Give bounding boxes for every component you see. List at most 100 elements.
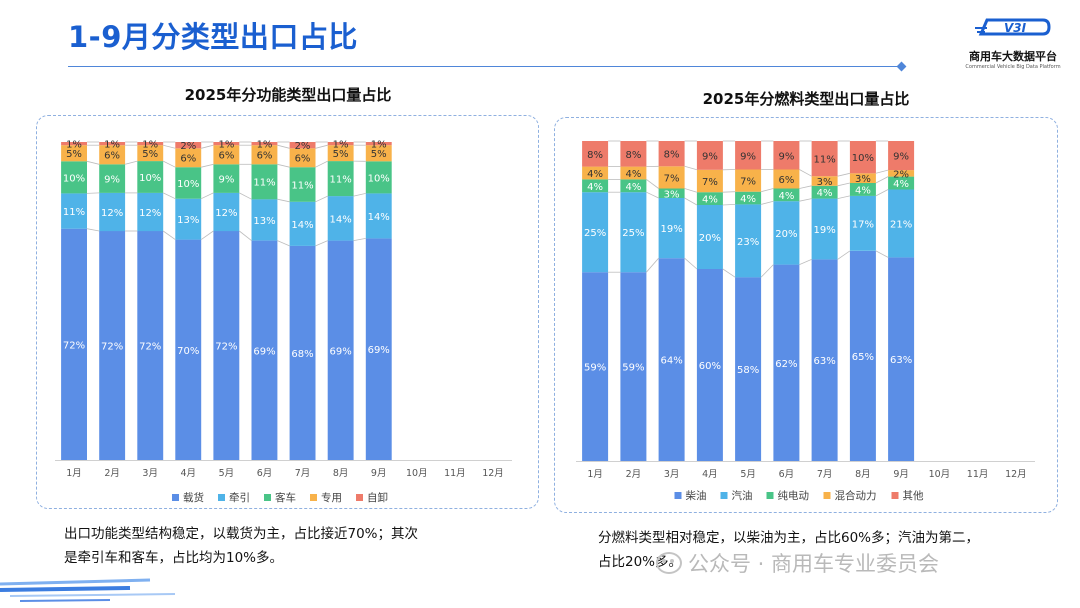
data-label: 4%	[625, 169, 641, 180]
bar-segment	[849, 183, 876, 196]
bar-segment	[658, 198, 685, 259]
data-label: 4%	[702, 195, 718, 206]
chart-panel-function: 72% 11% 10% 5% 1% 1月 72% 12% 9% 6% 1% 2月 72% 12% 10% 5%…	[36, 115, 539, 509]
bar-segment	[175, 239, 202, 460]
bar-segment	[213, 142, 240, 146]
series-connector-line	[875, 176, 889, 184]
data-label: 13%	[177, 215, 199, 226]
data-label: 19%	[660, 224, 682, 235]
bar-segment	[658, 141, 685, 167]
legend-label: 汽油	[732, 489, 753, 502]
bar-segment	[99, 192, 126, 232]
x-tick-label: 7月	[295, 468, 311, 479]
data-label: 5%	[333, 149, 349, 160]
bar-segment	[620, 141, 647, 167]
data-label: 23%	[737, 237, 759, 248]
data-label: 10%	[139, 173, 161, 184]
bar-segment	[735, 169, 762, 192]
x-tick-label: 10月	[929, 469, 951, 480]
bar-segment	[327, 196, 354, 241]
truck-logo-icon: V3I	[975, 18, 1051, 36]
bar-segment	[658, 258, 685, 461]
data-label: 12%	[101, 208, 123, 219]
bar-segment	[696, 205, 723, 269]
bar-segment	[327, 145, 354, 162]
bar-segment	[99, 142, 126, 146]
legend-swatch	[264, 494, 271, 501]
bar-segment	[811, 185, 838, 199]
data-label: 1%	[218, 140, 234, 151]
data-label: 4%	[855, 186, 871, 197]
x-tick-label: 12月	[482, 468, 504, 479]
data-label: 2%	[295, 141, 311, 152]
watermark: 公众号 · 商用车专业委员会	[656, 548, 939, 578]
data-label: 14%	[291, 220, 313, 231]
series-connector-line	[86, 192, 100, 194]
legend-label: 载货	[183, 491, 204, 504]
bar-segment	[811, 259, 838, 461]
bar-segment	[137, 161, 164, 193]
bar-segment	[735, 277, 762, 461]
x-tick-label: 1月	[66, 468, 82, 479]
bar-segment	[620, 166, 647, 180]
series-connector-line	[201, 163, 214, 168]
legend-label: 客车	[275, 491, 296, 504]
x-tick-label: 10月	[406, 468, 428, 479]
bar-segment	[365, 238, 392, 460]
series-connector-line	[799, 259, 812, 265]
data-label: 63%	[813, 356, 835, 367]
series-connector-line	[684, 197, 698, 206]
bar-segment	[849, 173, 876, 183]
data-label: 11%	[63, 207, 85, 218]
bar-segment	[327, 142, 354, 146]
legend-swatch	[823, 492, 831, 499]
stacked-bar-chart-fuel: 59% 25% 4% 4% 8% 1月 59% 25% 4% 4% 8% 2月 64% 19% 3% 7% 8%…	[576, 140, 1035, 502]
bar-segment	[251, 199, 278, 241]
data-label: 69%	[329, 346, 351, 357]
data-label: 25%	[584, 228, 606, 239]
legend-label: 混合动力	[835, 489, 877, 502]
bar-segment	[99, 164, 126, 193]
series-connector-line	[646, 179, 659, 189]
series-connector-line	[875, 250, 889, 258]
x-tick-label: 5月	[740, 469, 756, 480]
bar-segment	[61, 145, 87, 162]
data-label: 3%	[855, 174, 871, 185]
x-tick-label: 3月	[142, 468, 158, 479]
series-connector-line	[239, 192, 252, 200]
chart-title-function: 2025年分功能类型出口量占比	[184, 86, 392, 104]
bar-segment	[849, 195, 876, 251]
bar-segment	[175, 148, 202, 168]
bar-segment	[365, 145, 392, 162]
data-label: 6%	[180, 154, 196, 165]
x-tick-label: 9月	[893, 469, 909, 480]
bar-segment	[773, 264, 800, 461]
bar-segment	[251, 145, 278, 165]
series-connector-line	[799, 198, 812, 202]
data-label: 14%	[368, 212, 390, 223]
logo-name: 商用车大数据平台	[969, 50, 1057, 63]
data-label: 20%	[699, 233, 721, 244]
bar-segment	[213, 145, 240, 165]
data-label: 2%	[180, 141, 196, 152]
series-connector-line	[722, 268, 736, 278]
bar-segment	[365, 142, 392, 146]
series-connector-line	[353, 193, 366, 197]
data-label: 21%	[890, 219, 912, 230]
series-connector-line	[86, 228, 100, 232]
bar-segment	[773, 201, 800, 265]
bar-segment	[327, 161, 354, 197]
data-label: 59%	[584, 363, 606, 374]
bar-segment	[811, 198, 838, 260]
data-label: 72%	[215, 342, 237, 353]
data-label: 7%	[740, 177, 756, 188]
legend-swatch	[310, 494, 317, 501]
series-connector-line	[163, 160, 176, 168]
bar-segment	[137, 231, 164, 460]
bar-segment	[61, 228, 87, 460]
series-connector-line	[684, 257, 698, 270]
data-label: 9%	[702, 151, 718, 162]
data-label: 68%	[291, 349, 313, 360]
series-connector-line	[315, 160, 328, 168]
data-label: 11%	[253, 178, 275, 189]
